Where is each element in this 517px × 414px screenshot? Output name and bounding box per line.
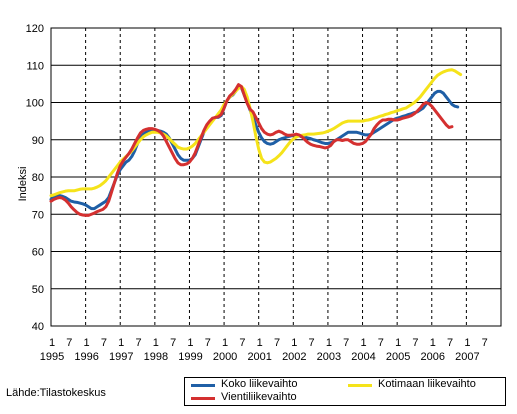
x-gridlines bbox=[85, 28, 467, 326]
legend: Koko liikevaihto Vientiliikevaihto Kotim… bbox=[184, 377, 506, 406]
x-year-tick-label: 1998 bbox=[144, 351, 168, 363]
x-month-tick-label: 1 bbox=[118, 337, 124, 349]
x-month-tick-label: 7 bbox=[170, 337, 176, 349]
series-line-2 bbox=[49, 83, 454, 217]
x-month-tick-label: 7 bbox=[239, 337, 245, 349]
x-month-tick-label: 7 bbox=[412, 337, 418, 349]
x-month-tick-label: 1 bbox=[257, 337, 263, 349]
x-month-tick-label: 1 bbox=[464, 337, 470, 349]
x-year-tick-label: 2000 bbox=[213, 351, 237, 363]
x-year-tick-label: 2002 bbox=[282, 351, 306, 363]
y-tick-label: 100 bbox=[26, 98, 44, 110]
x-month-tick-label: 1 bbox=[395, 337, 401, 349]
x-year-tick-label: 2001 bbox=[247, 351, 271, 363]
plot-frame bbox=[50, 27, 502, 327]
x-year-tick-label: 1999 bbox=[178, 351, 202, 363]
y-tick-label: 120 bbox=[26, 23, 44, 35]
x-year-tick-label: 2007 bbox=[455, 351, 479, 363]
x-month-tick-label: 1 bbox=[49, 337, 55, 349]
x-year-tick-label: 2003 bbox=[317, 351, 341, 363]
x-month-tick-label: 7 bbox=[135, 337, 141, 349]
x-year-tick-label: 2005 bbox=[386, 351, 410, 363]
y-tick-labels: 40 50 60 70 80 90 100 110 120 bbox=[26, 23, 44, 333]
y-tick-label: 80 bbox=[32, 172, 44, 184]
y-tick-label: 110 bbox=[26, 60, 44, 72]
legend-swatch-kotimaan bbox=[348, 384, 372, 387]
x-year-tick-label: 2004 bbox=[351, 351, 375, 363]
legend-swatch-vienti bbox=[191, 397, 215, 400]
x-month-tick-label: 7 bbox=[447, 337, 453, 349]
x-month-tick-label: 7 bbox=[343, 337, 349, 349]
x-month-tick-label: 7 bbox=[274, 337, 280, 349]
y-tick-label: 50 bbox=[32, 284, 44, 296]
legend-label-vienti: Vientiliikevaihto bbox=[221, 391, 297, 403]
y-tick-label: 40 bbox=[32, 321, 44, 333]
x-month-tick-label: 1 bbox=[291, 337, 297, 349]
y-gridlines bbox=[51, 27, 501, 327]
y-tick-label: 70 bbox=[32, 209, 44, 221]
x-year-tick-label: 2006 bbox=[421, 351, 445, 363]
x-month-tick-label: 1 bbox=[222, 337, 228, 349]
y-axis-label: Indeksi bbox=[17, 167, 29, 202]
x-year-tick-label: 1995 bbox=[40, 351, 64, 363]
x-year-tick-label: 1997 bbox=[109, 351, 133, 363]
series-lines bbox=[49, 68, 463, 217]
x-month-tick-label: 7 bbox=[309, 337, 315, 349]
x-month-tick-label: 7 bbox=[101, 337, 107, 349]
x-month-tick-label: 1 bbox=[187, 337, 193, 349]
x-month-tick-label: 7 bbox=[205, 337, 211, 349]
x-month-tick-label: 1 bbox=[326, 337, 332, 349]
legend-label-koko: Koko liikevaihto bbox=[221, 378, 298, 390]
x-month-tick-label: 1 bbox=[430, 337, 436, 349]
x-month-tick-label: 1 bbox=[153, 337, 159, 349]
x-month-tick-label: 1 bbox=[84, 337, 90, 349]
y-tick-label: 90 bbox=[32, 135, 44, 147]
x-month-tick-label: 7 bbox=[378, 337, 384, 349]
x-year-tick-label: 1996 bbox=[74, 351, 98, 363]
x-month-tick-label: 7 bbox=[66, 337, 72, 349]
series-line-1 bbox=[49, 68, 463, 198]
legend-label-kotimaan: Kotimaan liikevaihto bbox=[378, 378, 476, 390]
source-label: Lähde:Tilastokeskus bbox=[6, 387, 106, 399]
legend-swatch-koko bbox=[191, 384, 215, 387]
x-month-tick-label: 7 bbox=[482, 337, 488, 349]
y-tick-label: 60 bbox=[32, 247, 44, 259]
x-year-tick-labels: 1995 1996 1997 1998 1999 2000 2001 2002 2003 2004… bbox=[40, 351, 480, 363]
x-month-tick-label: 1 bbox=[360, 337, 366, 349]
